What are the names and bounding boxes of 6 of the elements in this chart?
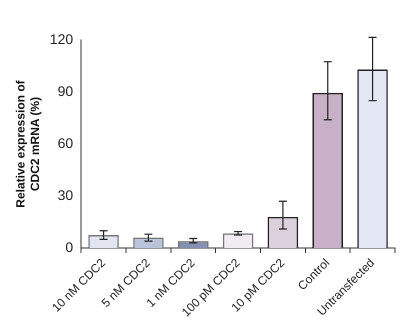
y-axis-title: Relative expression of CDC2 mRNA (%) [14,79,42,208]
y-tick-label: 90 [58,82,74,99]
y-tick-label: 0 [65,238,74,255]
y-tick-label: 60 [58,134,74,151]
y-tick-label: 120 [50,30,74,47]
y-tick-label: 30 [58,186,74,203]
